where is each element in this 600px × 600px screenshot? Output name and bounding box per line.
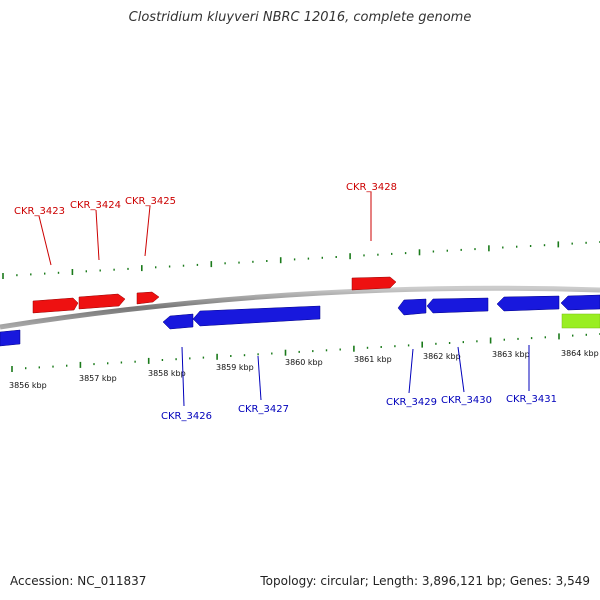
gene-label-ckr-3428[interactable]: CKR_3428 (346, 182, 397, 193)
gene-label-ckr-3430[interactable]: CKR_3430 (441, 395, 492, 406)
gene-ckr-3428[interactable] (351, 276, 397, 291)
scale-label-3856: 3856 kbp (9, 381, 47, 390)
gene-ckr-3430[interactable] (426, 297, 489, 314)
leader-ckr-3423 (38, 215, 52, 266)
feature-green[interactable] (561, 313, 600, 329)
scale-label-3860: 3860 kbp (285, 358, 323, 367)
gene-label-ckr-3427[interactable]: CKR_3427 (238, 404, 289, 415)
gene-label-ckr-3426[interactable]: CKR_3426 (161, 411, 212, 422)
forward-tick-track (2, 241, 600, 279)
gene-label-ckr-3423[interactable]: CKR_3423 (14, 206, 65, 217)
leader-ckr-3427 (257, 355, 262, 401)
gene-ckr-3427[interactable] (192, 305, 321, 327)
gene-ckr-3424[interactable] (78, 293, 126, 310)
leader-ckr-3424 (95, 209, 100, 261)
leader-ckr-3425 (144, 205, 151, 257)
gene-ckr-3432[interactable] (560, 294, 600, 311)
gene-label-ckr-3429[interactable]: CKR_3429 (386, 397, 437, 408)
gene-ckr-3429[interactable] (397, 298, 427, 316)
leader-ckr-3430 (457, 346, 465, 393)
scale-label-3864: 3864 kbp (561, 349, 599, 358)
genome-title: Clostridium kluyveri NBRC 12016, complet… (128, 10, 472, 25)
scale-label-3859: 3859 kbp (216, 363, 254, 372)
scale-label-3861: 3861 kbp (354, 355, 392, 364)
scale-label-3862: 3862 kbp (423, 352, 461, 361)
scale-label-3857: 3857 kbp (79, 374, 117, 383)
leader-ckr-3429 (408, 348, 414, 394)
gene-ckr-3422[interactable] (0, 329, 21, 347)
gene-ckr-3426[interactable] (162, 313, 194, 330)
gene-label-ckr-3424[interactable]: CKR_3424 (70, 200, 121, 211)
gene-ckr-3423[interactable] (32, 297, 79, 314)
accession-text: Accession: NC_011837 (10, 574, 147, 588)
gene-ckr-3425[interactable] (136, 291, 160, 305)
gene-ckr-3431[interactable] (496, 295, 560, 312)
genome-stats-text: Topology: circular; Length: 3,896,121 bp… (260, 574, 590, 588)
leader-ckr-3426 (181, 346, 185, 407)
scale-label-3863: 3863 kbp (492, 350, 530, 359)
gene-label-ckr-3431[interactable]: CKR_3431 (506, 394, 557, 405)
reverse-tick-track (11, 333, 600, 372)
scale-label-3858: 3858 kbp (148, 369, 186, 378)
genome-backbone (0, 285, 600, 330)
gene-label-ckr-3425[interactable]: CKR_3425 (125, 196, 176, 207)
